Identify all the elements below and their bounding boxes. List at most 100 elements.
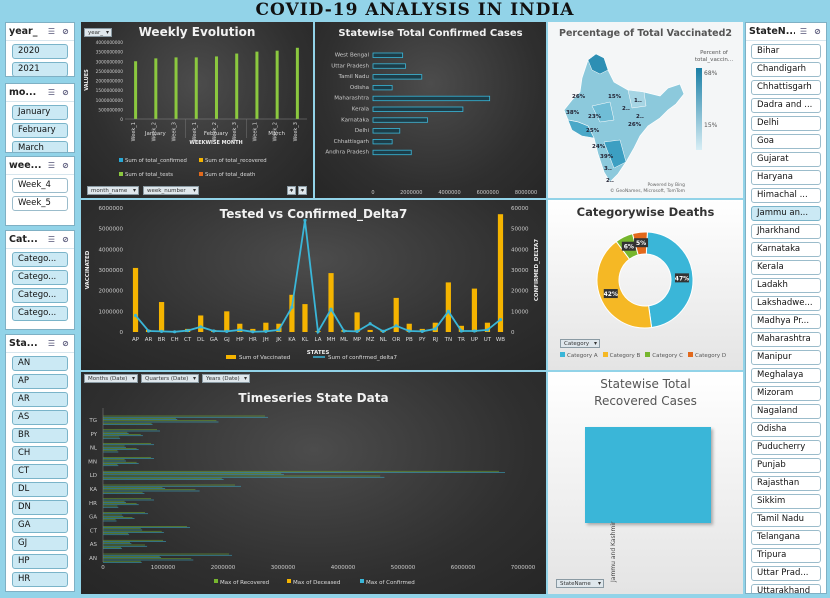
week-slicer[interactable]: wee... ☰ ⊘ Week_4 Week_5 [5, 156, 75, 226]
month-slicer[interactable]: mo... ☰ ⊘ January February March [5, 83, 75, 153]
category-deaths-title: Categorywise Deaths [576, 205, 715, 219]
week-number-pill[interactable]: week_number [143, 186, 199, 195]
slicer-item[interactable]: Catego... [12, 252, 68, 267]
statename-pill[interactable]: StateName [556, 579, 604, 588]
slicer-item[interactable]: AS [12, 410, 68, 425]
slicer-item[interactable]: Catego... [12, 288, 68, 303]
clear-filter-icon[interactable]: ⊘ [62, 235, 69, 244]
slicer-item[interactable]: March [12, 141, 68, 152]
slicer-item[interactable]: DN [12, 500, 68, 515]
slicer-item[interactable]: 2021 [12, 62, 68, 76]
slicer-item[interactable]: Maharashtra [751, 332, 821, 347]
slicer-item[interactable]: February [12, 123, 68, 138]
slicer-item[interactable]: Tripura [751, 548, 821, 563]
slicer-item[interactable]: Catego... [12, 306, 68, 321]
slicer-item[interactable]: Catego... [12, 270, 68, 285]
y-left-tick: 0 [120, 330, 124, 336]
state-abbr-slicer[interactable]: Sta... ☰ ⊘ AN AP AR AS BR CH CT DL DN GA GJ HP HR [5, 334, 75, 592]
slicer-item[interactable]: Madhya Pr... [751, 314, 821, 329]
slicer-item[interactable]: Uttar Prad... [751, 566, 821, 581]
years-date-pill[interactable]: Years (Date) [202, 374, 250, 383]
weekly-evolution-chart: 4000000000 3500000000 3000000000 2500000000… [84, 40, 307, 178]
confirmed-delta7-line [134, 220, 502, 335]
category-slicer[interactable]: Cat... ☰ ⊘ Catego... Catego... Catego... Cate… [5, 230, 75, 330]
quarters-date-pill[interactable]: Quarters (Date) [141, 374, 199, 383]
slicer-item[interactable]: AR [12, 392, 68, 407]
slicer-item[interactable]: Kerala [751, 260, 821, 275]
multiselect-icon[interactable]: ☰ [47, 27, 56, 36]
year-slicer[interactable]: year_ ☰ ⊘ 2020 2021 [5, 22, 75, 77]
state-code-label: DL [197, 337, 205, 343]
slicer-item[interactable]: Tamil Nadu [751, 512, 821, 527]
slicer-item[interactable]: HP [12, 554, 68, 569]
slicer-item[interactable]: Delhi [751, 116, 821, 131]
slicer-item[interactable]: Nagaland [751, 404, 821, 419]
slicer-item[interactable]: Odisha [751, 422, 821, 437]
year-filter-pill[interactable]: year_ [84, 28, 112, 37]
slicer-item[interactable]: Puducherry [751, 440, 821, 455]
expand-button[interactable]: + [287, 186, 296, 195]
x-tick-label: 6000000 [451, 565, 476, 571]
slicer-item[interactable]: BR [12, 428, 68, 443]
slicer-item[interactable]: Rajasthan [751, 476, 821, 491]
slicer-item[interactable]: GA [12, 518, 68, 533]
slicer-item[interactable]: Week_5 [12, 196, 68, 211]
slicer-item[interactable]: Chandigarh [751, 62, 821, 77]
slicer-item[interactable]: Dadra and ... [751, 98, 821, 113]
x-tick-label: 0 [101, 565, 105, 571]
slicer-item[interactable]: Chhattisgarh [751, 80, 821, 95]
slicer-item[interactable]: January [12, 105, 68, 120]
slicer-item[interactable]: Gujarat [751, 152, 821, 167]
slicer-item[interactable]: Bihar [751, 44, 821, 59]
slicer-item[interactable]: HR [12, 572, 68, 587]
clear-filter-icon[interactable]: ⊘ [62, 27, 69, 36]
slicer-item[interactable]: Karnataka [751, 242, 821, 257]
slicer-item[interactable]: Jammu an... [751, 206, 821, 221]
slicer-item[interactable]: Mizoram [751, 386, 821, 401]
clear-filter-icon[interactable]: ⊘ [62, 161, 69, 170]
clear-filter-icon[interactable]: ⊘ [62, 88, 69, 97]
state-code-label: HR [249, 337, 257, 343]
slicer-item[interactable]: GJ [12, 536, 68, 551]
legend-swatch [119, 172, 123, 176]
slicer-item[interactable]: Meghalaya [751, 368, 821, 383]
confirmed-bar [372, 106, 464, 112]
slicer-item[interactable]: Sikkim [751, 494, 821, 509]
slicer-item[interactable]: CH [12, 446, 68, 461]
clear-filter-icon[interactable]: ⊘ [62, 339, 69, 348]
slicer-item[interactable]: DL [12, 482, 68, 497]
slicer-item[interactable]: Uttarakhand [751, 584, 821, 593]
clear-filter-icon[interactable]: ⊘ [814, 27, 821, 36]
slicer-item[interactable]: Haryana [751, 170, 821, 185]
week-label: Week_3 [232, 122, 238, 141]
multiselect-icon[interactable]: ☰ [47, 88, 56, 97]
slicer-item[interactable]: Telangana [751, 530, 821, 545]
slicer-item[interactable]: Lakshadwe... [751, 296, 821, 311]
slicer-item[interactable]: Goa [751, 134, 821, 149]
slicer-item[interactable]: Jharkhand [751, 224, 821, 239]
months-date-pill[interactable]: Months (Date) [84, 374, 138, 383]
category-pill[interactable]: Category [560, 339, 600, 348]
dashboard-title: COVID-19 ANALYSIS IN INDIA [255, 0, 575, 20]
multiselect-icon[interactable]: ☰ [47, 339, 56, 348]
slicer-item[interactable]: AN [12, 356, 68, 371]
state-name-slicer[interactable]: StateN... ☰ ⊘ Bihar Chandigarh Chhattisgarh D… [745, 22, 827, 594]
month-name-pill[interactable]: month_name [87, 186, 139, 195]
slicer-item[interactable]: CT [12, 464, 68, 479]
collapse-button[interactable]: − [298, 186, 307, 195]
map-data-label: 24% [592, 144, 606, 150]
slicer-item[interactable]: Manipur [751, 350, 821, 365]
confirmed-bar [372, 95, 491, 102]
multiselect-icon[interactable]: ☰ [47, 161, 56, 170]
slicer-item[interactable]: Himachal ... [751, 188, 821, 203]
multiselect-icon[interactable]: ☰ [799, 27, 808, 36]
india-map[interactable]: 26% 15% 38% 23% 25% 39% 26% 24% 1.. 2.. 3.. 2.. 2.. [548, 22, 743, 198]
slicer-item[interactable]: AP [12, 374, 68, 389]
slicer-item[interactable]: Ladakh [751, 278, 821, 293]
slicer-item[interactable]: Punjab [751, 458, 821, 473]
multiselect-icon[interactable]: ☰ [47, 235, 56, 244]
map-legend-gradient [696, 68, 702, 150]
slicer-item[interactable]: 2020 [12, 44, 68, 59]
confirmed-delta7-point [472, 329, 477, 333]
slicer-item[interactable]: Week_4 [12, 178, 68, 193]
